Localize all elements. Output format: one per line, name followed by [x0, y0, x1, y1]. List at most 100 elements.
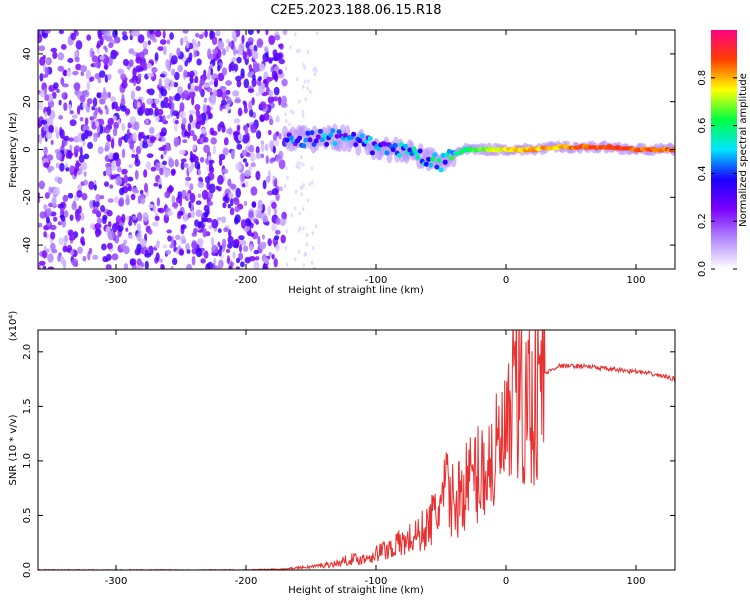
noise-speckle [304, 97, 307, 102]
noise-speckle [248, 166, 252, 172]
noise-speckle [282, 30, 288, 36]
ridge-core [332, 141, 338, 147]
noise-speckle [268, 35, 276, 45]
noise-speckle [47, 253, 54, 263]
noise-speckle [75, 63, 82, 71]
noise-speckle [298, 228, 301, 233]
noise-speckle [158, 78, 162, 89]
noise-speckle [203, 211, 209, 218]
noise-speckle [279, 218, 286, 227]
noise-speckle [266, 76, 271, 84]
noise-speckle [73, 145, 81, 153]
noise-speckle [218, 249, 222, 257]
noise-speckle [191, 38, 196, 46]
noise-speckle [271, 223, 278, 232]
noise-speckle [314, 224, 318, 229]
noise-speckle [115, 176, 123, 186]
noise-speckle [281, 211, 287, 221]
ridge-core [336, 129, 342, 135]
noise-speckle [261, 234, 265, 240]
noise-speckle [201, 112, 207, 122]
noise-speckle [146, 98, 154, 105]
noise-speckle [107, 136, 112, 143]
noise-speckle [267, 238, 272, 247]
noise-speckle [107, 91, 111, 99]
noise-speckle [195, 42, 200, 48]
noise-speckle [57, 65, 65, 72]
ridge-core [390, 147, 396, 153]
noise-speckle [225, 80, 233, 86]
ridge-core [409, 151, 415, 157]
noise-speckle [232, 35, 238, 43]
noise-speckle [253, 218, 259, 224]
noise-speckle [105, 257, 109, 263]
noise-speckle [110, 138, 115, 149]
noise-speckle [212, 145, 217, 155]
noise-speckle [83, 171, 87, 177]
noise-speckle [44, 94, 50, 101]
noise-speckle [178, 249, 185, 256]
noise-speckle [73, 231, 79, 239]
noise-speckle [207, 53, 215, 60]
noise-speckle [151, 103, 157, 109]
noise-speckle [166, 39, 171, 45]
snr-panel: -300 -200 -100 0 100 0.0 0.5 1.0 1.5 2.0 Height … [8, 311, 676, 596]
noise-speckle [278, 69, 283, 75]
noise-speckle [117, 119, 121, 124]
ridge-halo [341, 139, 348, 152]
noise-speckle [95, 194, 101, 202]
noise-speckle [277, 53, 283, 60]
noise-speckle [93, 111, 97, 120]
noise-speckle [151, 67, 158, 73]
noise-speckle [255, 146, 260, 154]
noise-speckle [247, 30, 254, 35]
noise-speckle [250, 123, 257, 134]
noise-speckle [113, 121, 119, 130]
noise-speckle [61, 93, 66, 99]
noise-speckle [190, 209, 195, 219]
noise-speckle [146, 153, 154, 159]
noise-speckle [213, 265, 220, 269]
noise-speckle [258, 63, 266, 72]
noise-speckle [226, 45, 229, 53]
noise-speckle [183, 163, 189, 168]
ridge-core [396, 152, 402, 158]
noise-speckle [121, 123, 126, 131]
noise-speckle [256, 130, 262, 140]
noise-speckle [135, 265, 141, 269]
noise-speckle [95, 120, 100, 127]
noise-speckle [63, 135, 70, 141]
noise-speckle [75, 213, 81, 222]
noise-speckle [57, 203, 65, 209]
noise-speckle [55, 162, 60, 169]
noise-speckle [216, 217, 222, 221]
noise-speckle [258, 76, 262, 81]
noise-speckle [262, 179, 267, 190]
noise-speckle [75, 160, 80, 166]
noise-speckle [267, 205, 271, 216]
noise-speckle [248, 64, 252, 72]
noise-speckle [169, 32, 175, 40]
noise-speckle [300, 192, 303, 197]
noise-speckle [236, 56, 242, 64]
noise-speckle [76, 190, 83, 198]
noise-speckle [127, 234, 134, 239]
noise-speckle [105, 141, 110, 152]
noise-speckle [77, 105, 81, 115]
noise-speckle [194, 104, 201, 111]
noise-speckle [129, 258, 137, 266]
noise-speckle [213, 257, 217, 265]
noise-speckle [189, 193, 196, 203]
noise-speckle [58, 237, 64, 246]
noise-speckle [51, 248, 58, 254]
noise-speckle [125, 194, 130, 199]
noise-speckle [271, 188, 279, 196]
noise-speckle [172, 257, 178, 266]
noise-speckle [302, 113, 305, 118]
ridge-core [411, 146, 417, 152]
noise-speckle [154, 244, 160, 249]
ridge-core [432, 152, 438, 158]
ridge-core [317, 128, 323, 134]
noise-speckle [123, 263, 129, 269]
colorbar-label: Normalized spectral amplitude [738, 73, 749, 227]
